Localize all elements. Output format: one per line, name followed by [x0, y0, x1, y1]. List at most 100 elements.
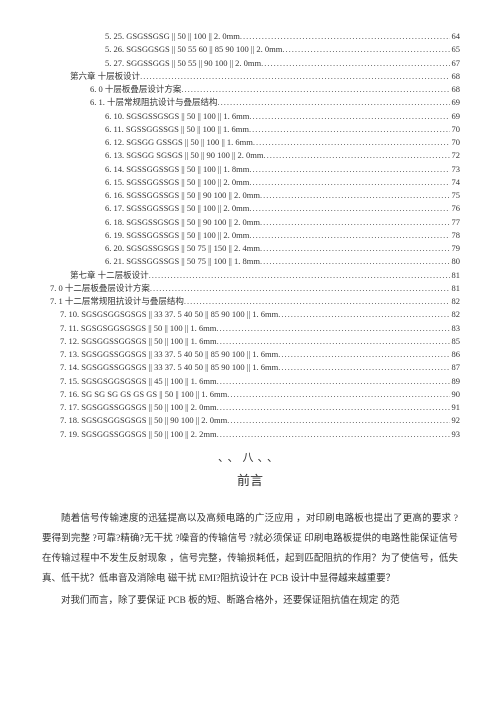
- toc-label: 5. 27. SGGSSGGS || 50 55 || 90 100 || 2.…: [105, 57, 261, 70]
- toc-entry: 5. 27. SGGSSGGS || 50 55 || 90 100 || 2.…: [40, 57, 460, 70]
- toc-dots: [260, 242, 450, 255]
- toc-entry: 6. 12. SGSGG GSSGS || 50 || 100 || 1. 6m…: [40, 136, 460, 149]
- toc-page-number: 82: [450, 308, 461, 321]
- toc-entry: 6. 16. SGSSGGSSGS || 50 || 90 100 || 2. …: [40, 189, 460, 202]
- toc-label: 第六章 十层板设计: [70, 70, 140, 83]
- toc-entry: 7. 13. SGSGGSSGGSGS || 33 37. 5 40 50 ||…: [40, 348, 460, 361]
- toc-dots: [218, 96, 450, 109]
- toc-label: 6. 13. SGSGG SGSGS || 50 || 90 100 || 2.…: [105, 149, 264, 162]
- toc-entry: 7. 0 十二层板叠层设计方案 81: [40, 282, 460, 295]
- toc-entry: 6. 10. SGSGSSGSGS || 50 || 100 || 1. 6mm…: [40, 110, 460, 123]
- toc-page-number: 69: [450, 96, 461, 109]
- toc-label: 7. 11. SGSGSGGSGSGS || 50 || 100 || 1. 6…: [60, 322, 216, 335]
- toc-page-number: 87: [450, 361, 461, 374]
- toc-entry: 7. 12. SGSGGSSGGSGS || 50 || 100 || 1. 6…: [40, 335, 460, 348]
- toc-dots: [181, 83, 449, 96]
- toc-label: 6. 20. SGSGSSGSGS || 50 75 || 150 || 2. …: [105, 242, 260, 255]
- toc-entry: 7. 11. SGSGSGGSGSGS || 50 || 100 || 1. 6…: [40, 322, 460, 335]
- toc-dots: [249, 202, 449, 215]
- toc-page-number: 85: [450, 335, 461, 348]
- toc-dots: [217, 335, 450, 348]
- foreword-heading: 前言: [40, 471, 460, 491]
- toc-entry: 6. 21. SGSSGGSSGS || 50 75 || 100 || 1. …: [40, 255, 460, 268]
- toc-entry: 5. 26. SGSGGSGS || 50 55 60 || 85 90 100…: [40, 43, 460, 56]
- toc-label: 6. 15. SGSSGGSSGS || 50 || 100 || 2. 0mm: [105, 176, 249, 189]
- toc-dots: [278, 308, 449, 321]
- toc-dots: [249, 229, 449, 242]
- toc-label: 7. 17. SGSGGSSGGSGS || 50 || 100 || 2. 0…: [60, 401, 217, 414]
- toc-dots: [278, 348, 449, 361]
- toc-page-number: 81: [450, 282, 461, 295]
- toc-page-number: 76: [450, 202, 461, 215]
- toc-entry: 6. 0 十层板叠层设计方案 68: [40, 83, 460, 96]
- toc-dots: [227, 414, 449, 427]
- toc-label: 5. 26. SGSGGSGS || 50 55 60 || 85 90 100…: [105, 43, 282, 56]
- foreword-paragraph: 随着信号传输速度的迅猛提高以及高频电路的广泛应用 ，对印刷电路板也提出了更高的要…: [40, 510, 460, 590]
- toc-dots: [249, 163, 449, 176]
- toc-entry: 6. 13. SGSGG SGSGS || 50 || 90 100 || 2.…: [40, 149, 460, 162]
- toc-page-number: 89: [450, 375, 461, 388]
- toc-page-number: 74: [450, 176, 461, 189]
- toc-dots: [260, 255, 450, 268]
- toc-dots: [227, 388, 449, 401]
- foreword-paragraph: 对我们而言，除了要保证 PCB 板的短、断路合格外，还要保证阻抗值在规定 的范: [40, 592, 460, 612]
- toc-dots: [261, 57, 449, 70]
- toc-page-number: 70: [450, 136, 461, 149]
- toc-label: 5. 25. GSGSSGSG || 50 || 100 || 2. 0mm: [105, 30, 240, 43]
- toc-entry: 6. 19. SGSSGGSSGS || 50 || 100 || 2. 0mm…: [40, 229, 460, 242]
- toc-label: 6. 16. SGSSGGSSGS || 50 || 90 100 || 2. …: [105, 189, 260, 202]
- toc-dots: [240, 30, 450, 43]
- toc-entry: 6. 18. SGSGSSGSGS || 50 || 90 100 || 2. …: [40, 216, 460, 229]
- toc-entry: 6. 20. SGSGSSGSGS || 50 75 || 150 || 2. …: [40, 242, 460, 255]
- toc-entry: 6. 11. SGSSGGSSGS || 50 || 100 || 1. 6mm…: [40, 123, 460, 136]
- toc-page-number: 77: [450, 216, 461, 229]
- toc-entry: 7. 1 十二层常规阻抗设计与叠层结构 82: [40, 295, 460, 308]
- toc-label: 7. 0 十二层板叠层设计方案: [50, 282, 150, 295]
- toc-dots: [140, 70, 449, 83]
- toc-label: 6. 19. SGSSGGSSGS || 50 || 100 || 2. 0mm: [105, 229, 249, 242]
- toc-page-number: 82: [450, 295, 461, 308]
- toc-dots: [217, 428, 450, 441]
- toc-entry: 第七章 十二层板设计81: [40, 269, 460, 282]
- toc-page-number: 93: [450, 428, 461, 441]
- toc-dots: [253, 136, 450, 149]
- toc-label: 6. 0 十层板叠层设计方案: [90, 83, 181, 96]
- toc-label: 7. 16. SG SG SG GS GS GS || 50 || 100 ||…: [60, 388, 227, 401]
- toc-entry: 6. 15. SGSSGGSSGS || 50 || 100 || 2. 0mm…: [40, 176, 460, 189]
- toc-entry: 7. 17. SGSGGSSGGSGS || 50 || 100 || 2. 0…: [40, 401, 460, 414]
- toc-label: 6. 1. 十层常规阻抗设计与叠层结构: [90, 96, 218, 109]
- toc-page-number: 67: [450, 57, 461, 70]
- toc-label: 6. 10. SGSGSSGSGS || 50 || 100 || 1. 6mm: [105, 110, 249, 123]
- toc-dots: [216, 322, 449, 335]
- toc-entry: 第六章 十层板设计68: [40, 70, 460, 83]
- toc-dots: [260, 189, 450, 202]
- toc-page-number: 83: [450, 322, 461, 335]
- toc-page-number: 68: [450, 83, 461, 96]
- toc-dots: [249, 176, 449, 189]
- toc-dots: [260, 216, 450, 229]
- toc-entry: 7. 15. SGSGSGGSGSGS || 45 || 100 || 1. 6…: [40, 375, 460, 388]
- toc-label: 7. 1 十二层常规阻抗设计与叠层结构: [50, 295, 184, 308]
- toc-page-number: 73: [450, 163, 461, 176]
- toc-dots: [217, 401, 450, 414]
- toc-entry: 6. 14. SGSSGGSSGS || 50 || 100 || 1. 8mm…: [40, 163, 460, 176]
- toc-entry: 7. 19. SGSGGSSGGSGS || 50 || 100 || 2. 2…: [40, 428, 460, 441]
- toc-dots: [184, 295, 450, 308]
- section-divider: 、、八、、: [40, 450, 460, 467]
- toc-label: 7. 12. SGSGGSSGGSGS || 50 || 100 || 1. 6…: [60, 335, 217, 348]
- toc-label: 7. 15. SGSGSGGSGSGS || 45 || 100 || 1. 6…: [60, 375, 217, 388]
- toc-entry: 7. 18. SGSGSGGSGSGS || 50 || 90 100 || 2…: [40, 414, 460, 427]
- toc-label: 6. 12. SGSGG GSSGS || 50 || 100 || 1. 6m…: [105, 136, 253, 149]
- toc-page-number: 78: [450, 229, 461, 242]
- toc-label: 6. 14. SGSSGGSSGS || 50 || 100 || 1. 8mm: [105, 163, 249, 176]
- toc-page-number: 69: [450, 110, 461, 123]
- toc-label: 6. 17. SGSSGGSSGS || 50 || 100 || 2. 0mm: [105, 202, 249, 215]
- toc-page-number: 70: [450, 123, 461, 136]
- table-of-contents: 5. 25. GSGSSGSG || 50 || 100 || 2. 0mm64…: [40, 30, 460, 440]
- toc-label: 第七章 十二层板设计: [70, 269, 149, 282]
- toc-dots: [282, 43, 449, 56]
- toc-entry: 7. 16. SG SG SG GS GS GS || 50 || 100 ||…: [40, 388, 460, 401]
- toc-label: 6. 18. SGSGSSGSGS || 50 || 90 100 || 2. …: [105, 216, 260, 229]
- toc-entry: 5. 25. GSGSSGSG || 50 || 100 || 2. 0mm64: [40, 30, 460, 43]
- toc-page-number: 79: [450, 242, 461, 255]
